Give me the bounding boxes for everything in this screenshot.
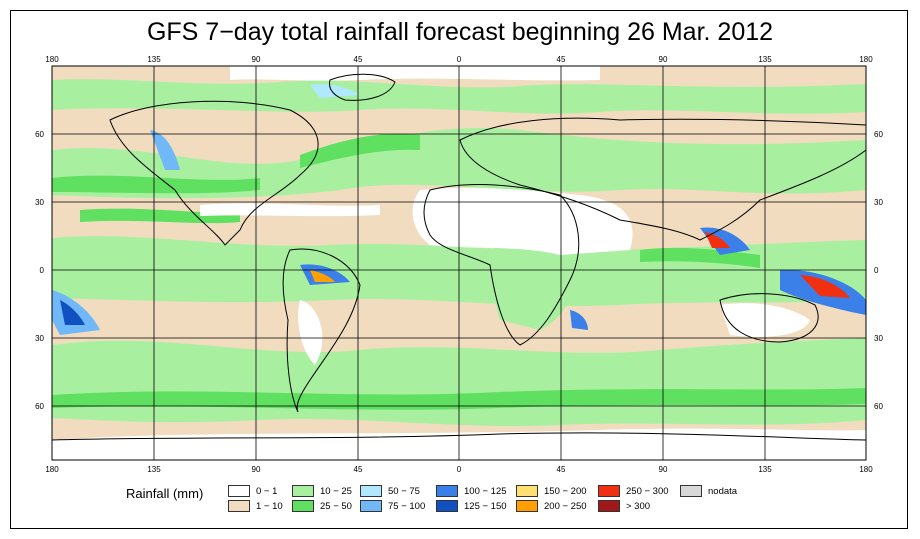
legend-swatch	[292, 500, 314, 512]
legend-swatch	[516, 485, 538, 497]
lon-labels-top: 180 135 90 45 0 45 90 135 180	[45, 55, 873, 64]
lon-label: 135	[758, 55, 772, 64]
lat-labels-left: 60 30 0 30 60	[35, 130, 44, 411]
legend-label: 200 − 250	[544, 501, 587, 512]
map-border	[51, 65, 867, 461]
legend-swatch	[516, 500, 538, 512]
lon-label: 180	[859, 465, 873, 474]
legend-label: 125 − 150	[464, 501, 507, 512]
lat-label: 60	[35, 130, 44, 139]
lat-label: 60	[874, 130, 883, 139]
legend-swatch	[598, 500, 620, 512]
legend-swatch	[228, 485, 250, 497]
lon-label: 135	[758, 465, 772, 474]
legend-swatch	[360, 485, 382, 497]
lat-label: 30	[874, 198, 883, 207]
lat-label: 0	[40, 266, 45, 275]
lon-label: 90	[659, 55, 668, 64]
lon-label: 180	[45, 465, 59, 474]
lon-label: 135	[147, 465, 161, 474]
lon-label: 180	[859, 55, 873, 64]
legend-label: 10 − 25	[320, 486, 352, 497]
legend-label: nodata	[708, 486, 738, 497]
heavy-rain-pockets	[52, 84, 866, 335]
legend-label: 75 − 100	[388, 501, 426, 512]
lat-label: 30	[874, 334, 883, 343]
legend-label: 100 − 125	[464, 486, 507, 497]
legend-label: 1 − 10	[256, 501, 283, 512]
lon-label: 45	[354, 55, 363, 64]
legend-label: 25 − 50	[320, 501, 352, 512]
lon-label: 45	[557, 465, 566, 474]
legend-swatch	[436, 485, 458, 497]
lat-label: 30	[35, 198, 44, 207]
lat-labels-right: 60 30 0 30 60	[874, 130, 883, 411]
legend-label: 50 − 75	[388, 486, 420, 497]
legend-swatch	[598, 485, 620, 497]
legend-swatch	[228, 500, 250, 512]
lon-label: 90	[252, 55, 261, 64]
lon-label: 135	[147, 55, 161, 64]
lon-label: 45	[557, 55, 566, 64]
lon-label: 90	[252, 465, 261, 474]
graticule	[52, 66, 866, 460]
figure-frame	[10, 10, 908, 529]
lon-label: 45	[354, 465, 363, 474]
legend-swatch	[360, 500, 382, 512]
legend-label: 150 − 200	[544, 486, 587, 497]
legend-swatch	[680, 485, 702, 497]
map-title: GFS 7−day total rainfall forecast beginn…	[146, 18, 774, 46]
legend-label: > 300	[626, 501, 651, 512]
legend-label: 0 − 1	[256, 486, 278, 497]
lon-label: 0	[457, 465, 462, 474]
legend-swatch	[436, 500, 458, 512]
lat-label: 30	[35, 334, 44, 343]
lon-labels-bottom: 180 135 90 45 0 45 90 135 180	[45, 465, 873, 474]
continent-outlines	[52, 73, 866, 441]
legend-swatch	[292, 485, 314, 497]
lat-label: 60	[874, 402, 883, 411]
lon-label: 90	[659, 465, 668, 474]
legend-label: 250 − 300	[626, 486, 669, 497]
lat-label: 0	[874, 266, 879, 275]
lon-label: 180	[45, 55, 59, 64]
legend-title: Rainfall (mm)	[126, 486, 204, 501]
lat-label: 60	[35, 402, 44, 411]
lon-label: 0	[457, 55, 462, 64]
